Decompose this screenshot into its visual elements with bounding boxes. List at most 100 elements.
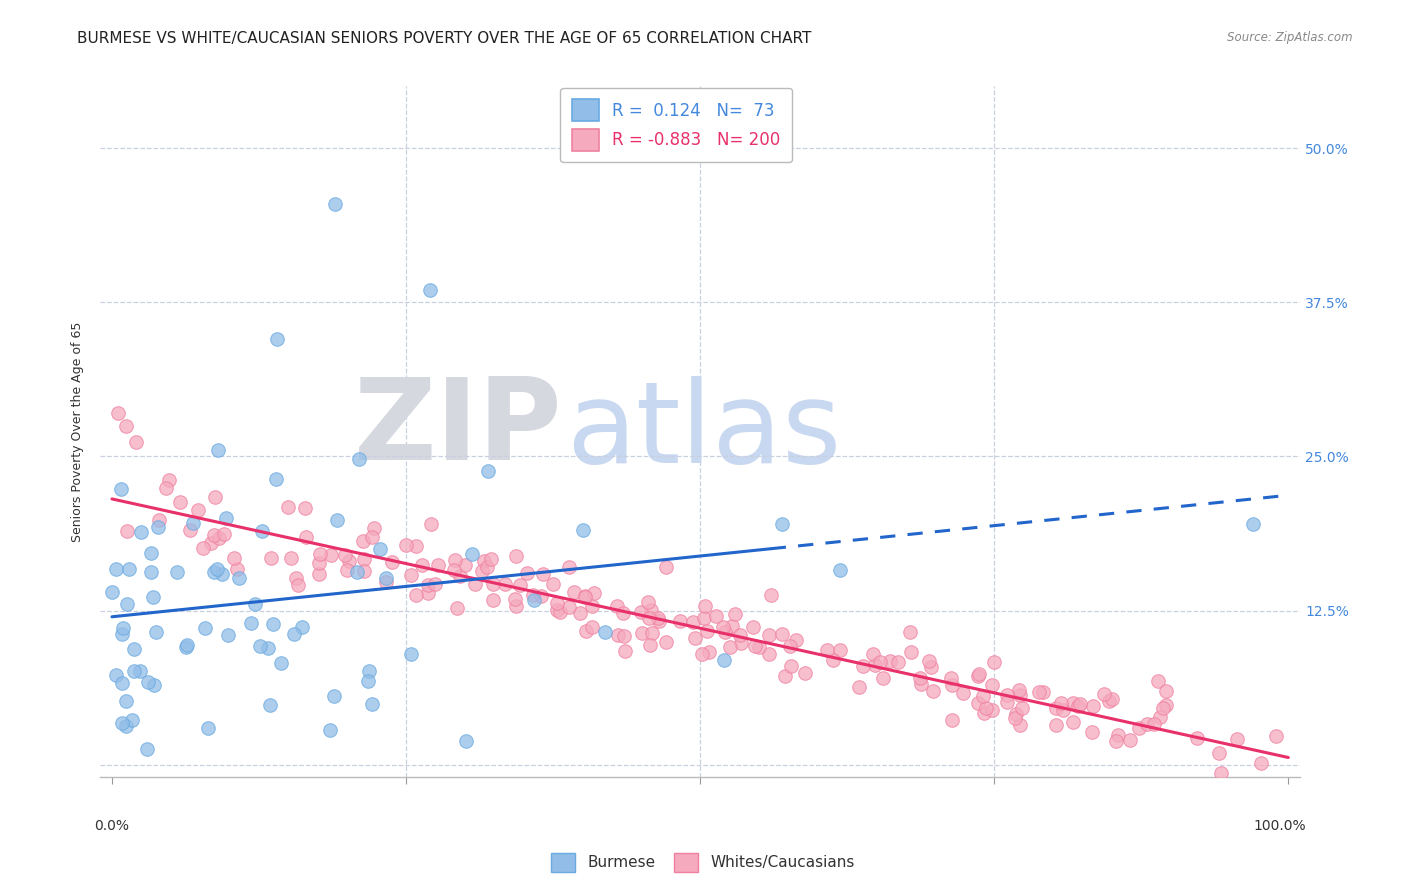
Point bbox=[1004, 706, 1026, 721]
Point bbox=[325, 196, 347, 211]
Point bbox=[770, 627, 793, 641]
Point bbox=[793, 666, 815, 681]
Point bbox=[482, 592, 505, 607]
Point bbox=[115, 719, 138, 733]
Point bbox=[250, 524, 273, 538]
Point bbox=[638, 638, 661, 652]
Point bbox=[217, 628, 239, 642]
Point bbox=[283, 626, 305, 640]
Point bbox=[259, 698, 281, 712]
Point bbox=[266, 332, 288, 346]
Point bbox=[453, 558, 475, 572]
Point bbox=[742, 620, 765, 634]
Point bbox=[322, 690, 344, 704]
Point bbox=[952, 686, 974, 700]
Point bbox=[759, 588, 782, 602]
Point bbox=[682, 615, 704, 629]
Point bbox=[546, 603, 568, 617]
Point bbox=[548, 605, 571, 619]
Point bbox=[381, 555, 404, 569]
Legend: R =  0.124   N=  73, R = -0.883   N= 200: R = 0.124 N= 73, R = -0.883 N= 200 bbox=[561, 87, 792, 162]
Point bbox=[655, 635, 678, 649]
Point bbox=[155, 481, 177, 495]
Point bbox=[449, 569, 471, 583]
Point bbox=[357, 674, 380, 689]
Point bbox=[920, 660, 942, 674]
Point bbox=[711, 620, 734, 634]
Point bbox=[1241, 517, 1264, 532]
Point bbox=[1062, 714, 1084, 729]
Point bbox=[446, 600, 468, 615]
Point bbox=[1067, 699, 1090, 714]
Point bbox=[614, 644, 637, 658]
Point bbox=[277, 500, 299, 514]
Point bbox=[571, 524, 593, 538]
Point bbox=[148, 513, 170, 527]
Y-axis label: Seniors Poverty Over the Age of 65: Seniors Poverty Over the Age of 65 bbox=[72, 322, 84, 542]
Point bbox=[1050, 697, 1073, 711]
Point bbox=[748, 640, 770, 655]
Point bbox=[357, 664, 380, 678]
Point bbox=[285, 571, 308, 585]
Point bbox=[509, 577, 531, 591]
Point bbox=[1147, 674, 1170, 689]
Point bbox=[249, 639, 271, 653]
Point bbox=[1052, 702, 1074, 716]
Point bbox=[941, 713, 963, 727]
Point bbox=[815, 643, 838, 657]
Point bbox=[1028, 685, 1050, 699]
Point bbox=[995, 688, 1018, 702]
Point bbox=[581, 619, 603, 633]
Point bbox=[574, 589, 596, 603]
Point bbox=[721, 619, 744, 633]
Point bbox=[239, 616, 262, 631]
Point bbox=[142, 591, 165, 605]
Point bbox=[287, 578, 309, 592]
Point bbox=[1011, 701, 1033, 715]
Point bbox=[111, 675, 134, 690]
Point bbox=[637, 595, 659, 609]
Point bbox=[214, 511, 236, 525]
Point bbox=[308, 566, 330, 581]
Point bbox=[640, 603, 662, 617]
Point bbox=[862, 648, 884, 662]
Point bbox=[863, 657, 886, 672]
Point bbox=[569, 606, 592, 620]
Point bbox=[981, 703, 1004, 717]
Point bbox=[101, 585, 124, 599]
Point bbox=[197, 721, 219, 735]
Point bbox=[1149, 709, 1171, 723]
Point bbox=[479, 552, 502, 566]
Point bbox=[1152, 700, 1174, 714]
Point bbox=[124, 434, 146, 449]
Point bbox=[416, 577, 439, 591]
Point bbox=[1225, 732, 1247, 747]
Point bbox=[898, 624, 921, 639]
Point bbox=[472, 553, 495, 567]
Point bbox=[1081, 725, 1104, 739]
Point bbox=[456, 734, 478, 748]
Point bbox=[541, 576, 564, 591]
Point bbox=[900, 645, 922, 659]
Point bbox=[200, 535, 222, 549]
Point bbox=[983, 655, 1005, 669]
Point bbox=[1008, 683, 1031, 698]
Point bbox=[879, 654, 901, 668]
Point bbox=[690, 648, 713, 662]
Point bbox=[325, 513, 347, 527]
Point bbox=[129, 664, 152, 678]
Point bbox=[773, 669, 796, 683]
Point bbox=[910, 676, 932, 690]
Point bbox=[111, 627, 134, 641]
Point bbox=[1136, 717, 1159, 731]
Point bbox=[693, 599, 716, 614]
Point bbox=[1185, 731, 1208, 745]
Point bbox=[939, 671, 962, 685]
Point bbox=[1081, 699, 1104, 714]
Point bbox=[728, 628, 751, 642]
Point bbox=[464, 576, 486, 591]
Point bbox=[593, 624, 616, 639]
Point bbox=[910, 671, 932, 685]
Point bbox=[1118, 733, 1140, 747]
Point bbox=[606, 599, 628, 613]
